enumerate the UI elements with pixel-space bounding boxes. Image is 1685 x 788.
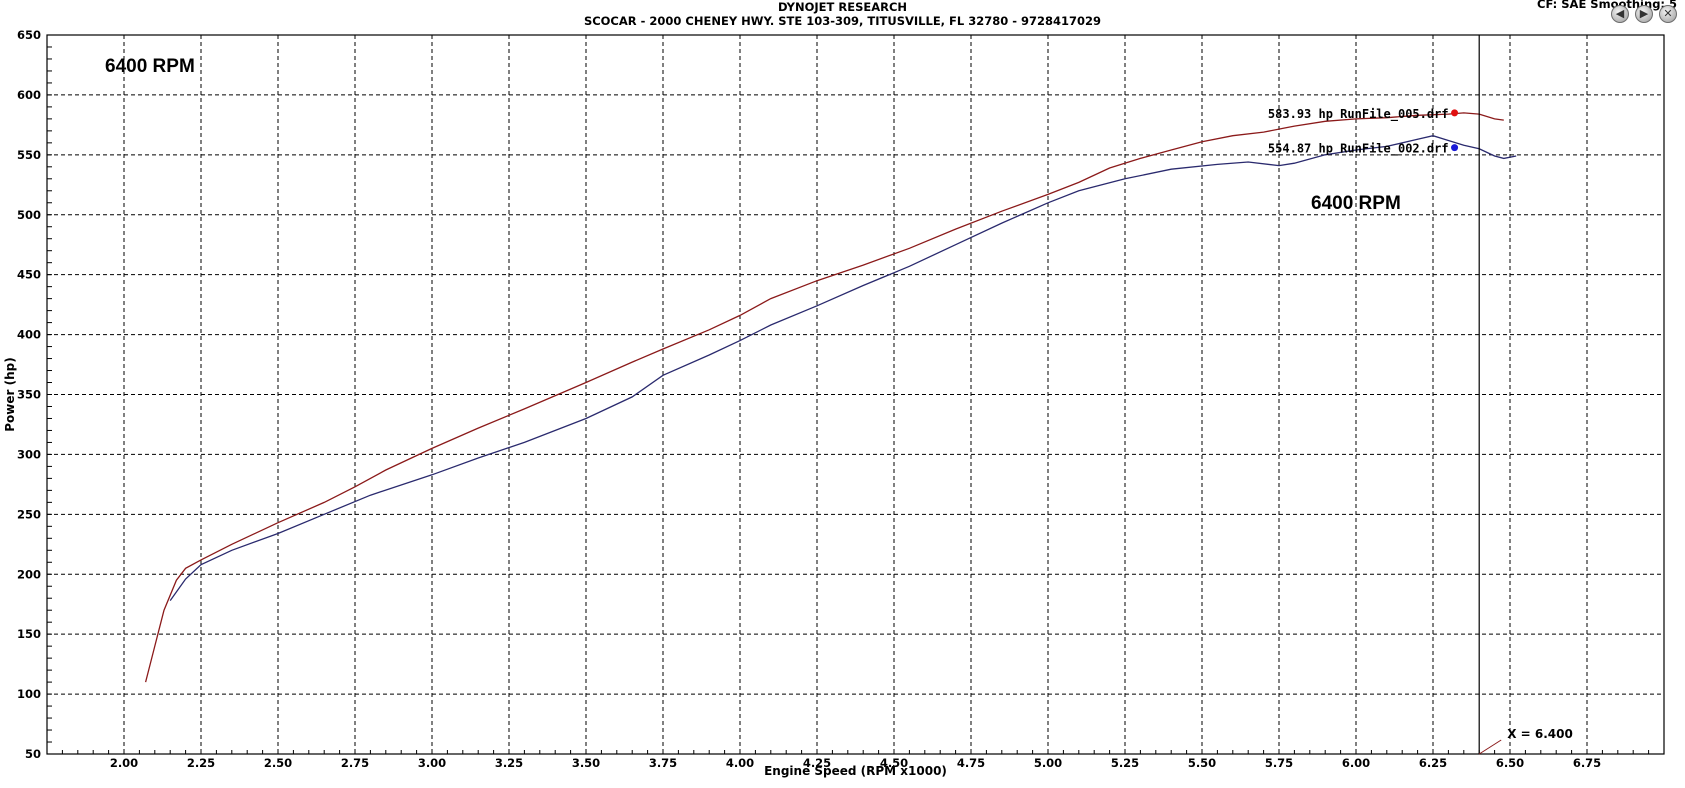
series-marker-1 <box>1451 109 1459 117</box>
x-tick-label: 2.25 <box>187 756 215 770</box>
x-tick-label: 5.25 <box>1111 756 1139 770</box>
x-tick-label: 6.75 <box>1573 756 1601 770</box>
rpm-annotation-near-peak: 6400 RPM <box>1311 193 1401 214</box>
cf-smoothing-info: CF: SAE Smoothing: 5 <box>1537 0 1678 11</box>
x-tick-label: 3.50 <box>572 756 600 770</box>
close-icon[interactable]: ✕ <box>1659 5 1677 23</box>
x-tick-label: 6.00 <box>1342 756 1370 770</box>
y-axis-label: Power (hp) <box>3 357 17 431</box>
x-tick-label: 2.00 <box>110 756 138 770</box>
x-tick-label: 5.75 <box>1265 756 1293 770</box>
y-tick-label: 50 <box>25 747 41 761</box>
x-tick-label: 6.25 <box>1419 756 1447 770</box>
x-tick-label: 5.50 <box>1188 756 1216 770</box>
y-tick-label: 350 <box>17 388 41 402</box>
y-tick-label: 500 <box>17 208 41 222</box>
y-tick-label: 100 <box>17 687 41 701</box>
x-axis-label: Engine Speed (RPM x1000) <box>764 764 947 778</box>
x-tick-label: 2.50 <box>264 756 292 770</box>
chart-subtitle: SCOCAR - 2000 CHENEY HWY. STE 103-309, T… <box>583 14 1102 28</box>
series-line-2 <box>169 135 1517 601</box>
x-tick-label: 4.50 <box>880 756 908 770</box>
x-tick-label: 4.25 <box>803 756 831 770</box>
y-tick-label: 150 <box>17 627 41 641</box>
series-legend-label-1: 583.93 hp RunFile_005.drf <box>1268 107 1449 122</box>
x-tick-label: 4.75 <box>957 756 985 770</box>
x-tick-label: 5.00 <box>1034 756 1062 770</box>
back-arrow-icon[interactable]: ◀ <box>1611 5 1629 23</box>
cursor-readout: X = 6.400 <box>1507 727 1573 741</box>
forward-arrow-icon[interactable]: ▶ <box>1635 5 1653 23</box>
chart-title: DYNOJET RESEARCH <box>777 0 908 14</box>
y-tick-label: 200 <box>17 567 41 581</box>
series-legend-label-2: 554.87 hp RunFile_002.drf <box>1268 142 1449 157</box>
x-tick-label: 4.00 <box>726 756 754 770</box>
y-tick-label: 650 <box>17 28 41 42</box>
y-tick-label: 450 <box>17 268 41 282</box>
y-tick-label: 300 <box>17 447 41 461</box>
y-tick-label: 550 <box>17 148 41 162</box>
y-tick-label: 250 <box>17 507 41 521</box>
rpm-annotation-top-left: 6400 RPM <box>105 56 195 77</box>
series-line-1 <box>144 112 1504 683</box>
cursor-pointer-line <box>1478 739 1502 755</box>
x-tick-label: 3.25 <box>495 756 523 770</box>
x-tick-label: 3.00 <box>418 756 446 770</box>
y-tick-label: 600 <box>17 88 41 102</box>
series-marker-2 <box>1451 144 1459 152</box>
x-tick-label: 6.50 <box>1496 756 1524 770</box>
x-tick-label: 2.75 <box>341 756 369 770</box>
x-tick-label: 3.75 <box>649 756 677 770</box>
y-tick-label: 400 <box>17 328 41 342</box>
